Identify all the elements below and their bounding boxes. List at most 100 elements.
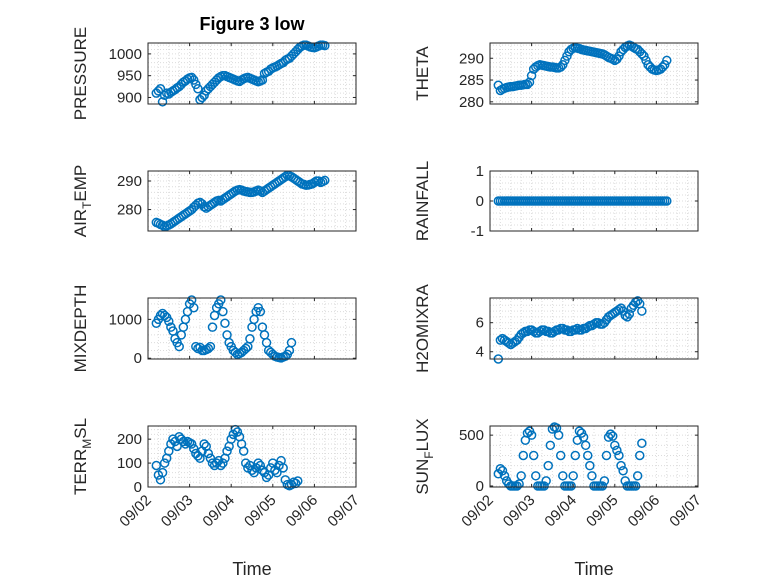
y-tick-label: 200 bbox=[117, 431, 142, 448]
data-point bbox=[199, 90, 209, 101]
data-point bbox=[597, 481, 608, 491]
data-point bbox=[261, 472, 272, 483]
data-point bbox=[637, 306, 647, 316]
y-axis-label-rest: EMP bbox=[71, 165, 90, 202]
data-point bbox=[526, 430, 537, 440]
data-point bbox=[539, 481, 549, 491]
data-point bbox=[601, 450, 612, 461]
data-point bbox=[639, 51, 649, 61]
y-axis-label-rest: LUX bbox=[413, 418, 432, 451]
axes-box bbox=[147, 170, 357, 232]
y-axis-label-main: TERR bbox=[71, 449, 90, 495]
data-point bbox=[614, 450, 624, 461]
data-point bbox=[257, 75, 268, 85]
data-point bbox=[216, 295, 226, 305]
y-tick-label: 290 bbox=[117, 173, 142, 190]
axes-box bbox=[147, 297, 357, 360]
y-axis-label: RAINFALL bbox=[413, 161, 432, 241]
y-axis-label-sub: F bbox=[422, 451, 436, 458]
data-point bbox=[607, 431, 618, 441]
y-axis-label-sub: M bbox=[80, 439, 94, 449]
data-point bbox=[255, 460, 266, 471]
data-point bbox=[245, 460, 255, 471]
data-point bbox=[174, 341, 184, 352]
data-point bbox=[624, 309, 635, 319]
y-tick-label: 500 bbox=[459, 427, 484, 444]
data-point bbox=[155, 310, 166, 321]
y-axis-label: MIXDEPTH bbox=[71, 285, 90, 373]
data-point bbox=[516, 471, 526, 481]
data-point bbox=[189, 75, 199, 85]
y-tick-label: 950 bbox=[117, 68, 142, 85]
data-point bbox=[637, 49, 647, 59]
data-point bbox=[503, 338, 514, 348]
data-point bbox=[659, 60, 670, 70]
data-point bbox=[547, 424, 558, 434]
data-point bbox=[191, 79, 201, 90]
data-point bbox=[605, 429, 616, 439]
data-point bbox=[189, 302, 199, 313]
axes-box bbox=[489, 297, 699, 360]
data-point bbox=[618, 465, 628, 476]
data-point bbox=[555, 62, 566, 72]
data-point bbox=[320, 40, 330, 51]
data-point bbox=[662, 55, 672, 66]
y-axis-label: PRESSURE bbox=[71, 27, 90, 121]
data-point bbox=[222, 446, 232, 456]
y-tick-label: 0 bbox=[134, 350, 142, 367]
y-tick-label: 1000 bbox=[109, 46, 142, 63]
axes-box bbox=[147, 425, 357, 488]
data-point bbox=[249, 467, 259, 478]
axes-box bbox=[147, 42, 357, 105]
data-point bbox=[151, 460, 162, 471]
data-point bbox=[197, 92, 207, 103]
data-point bbox=[278, 463, 288, 473]
data-point bbox=[293, 476, 303, 486]
data-point bbox=[199, 439, 209, 449]
y-axis-label-rest: SL bbox=[71, 418, 90, 439]
data-point bbox=[518, 450, 529, 461]
y-tick-label: 900 bbox=[117, 89, 142, 106]
y-tick-label: 290 bbox=[459, 50, 484, 67]
xlabel-right: Time bbox=[574, 559, 613, 579]
subplot-3: 280 290 AIRTEMP bbox=[71, 165, 357, 238]
y-axis-label: AIRTEMP bbox=[71, 165, 94, 238]
data-point bbox=[637, 438, 647, 449]
data-point bbox=[580, 440, 591, 451]
data-point bbox=[558, 471, 568, 481]
data-point bbox=[203, 448, 214, 459]
axes-box bbox=[489, 425, 699, 488]
y-tick-label: 285 bbox=[459, 72, 484, 89]
y-tick-label: 0 bbox=[476, 478, 484, 495]
data-point bbox=[207, 458, 218, 468]
data-point bbox=[555, 450, 566, 461]
data-point bbox=[216, 460, 226, 471]
data-point bbox=[157, 97, 168, 107]
data-point bbox=[585, 460, 595, 471]
data-point bbox=[630, 481, 641, 491]
data-point bbox=[512, 481, 522, 491]
data-point bbox=[218, 458, 228, 468]
data-point bbox=[635, 450, 645, 461]
y-axis-label: THETA bbox=[413, 46, 432, 101]
data-point bbox=[164, 316, 174, 327]
subplot-1: 900 950 1000 PRESSURE bbox=[71, 27, 357, 121]
data-point bbox=[207, 322, 218, 332]
data-point bbox=[203, 343, 214, 354]
data-point bbox=[541, 476, 551, 486]
data-point bbox=[245, 334, 255, 344]
data-point bbox=[562, 51, 572, 61]
data-point bbox=[157, 467, 168, 478]
y-axis-label: SUNFLUX bbox=[413, 418, 436, 494]
data-point bbox=[610, 440, 620, 451]
data-point bbox=[587, 471, 597, 481]
data-point bbox=[180, 439, 191, 449]
data-point bbox=[220, 318, 230, 329]
data-point bbox=[253, 458, 263, 468]
y-tick-label: -1 bbox=[471, 223, 484, 240]
data-point bbox=[172, 441, 182, 452]
data-point bbox=[545, 440, 556, 451]
data-point bbox=[560, 55, 570, 66]
y-axis-label-main: AIR bbox=[71, 209, 90, 237]
data-point bbox=[257, 465, 268, 476]
